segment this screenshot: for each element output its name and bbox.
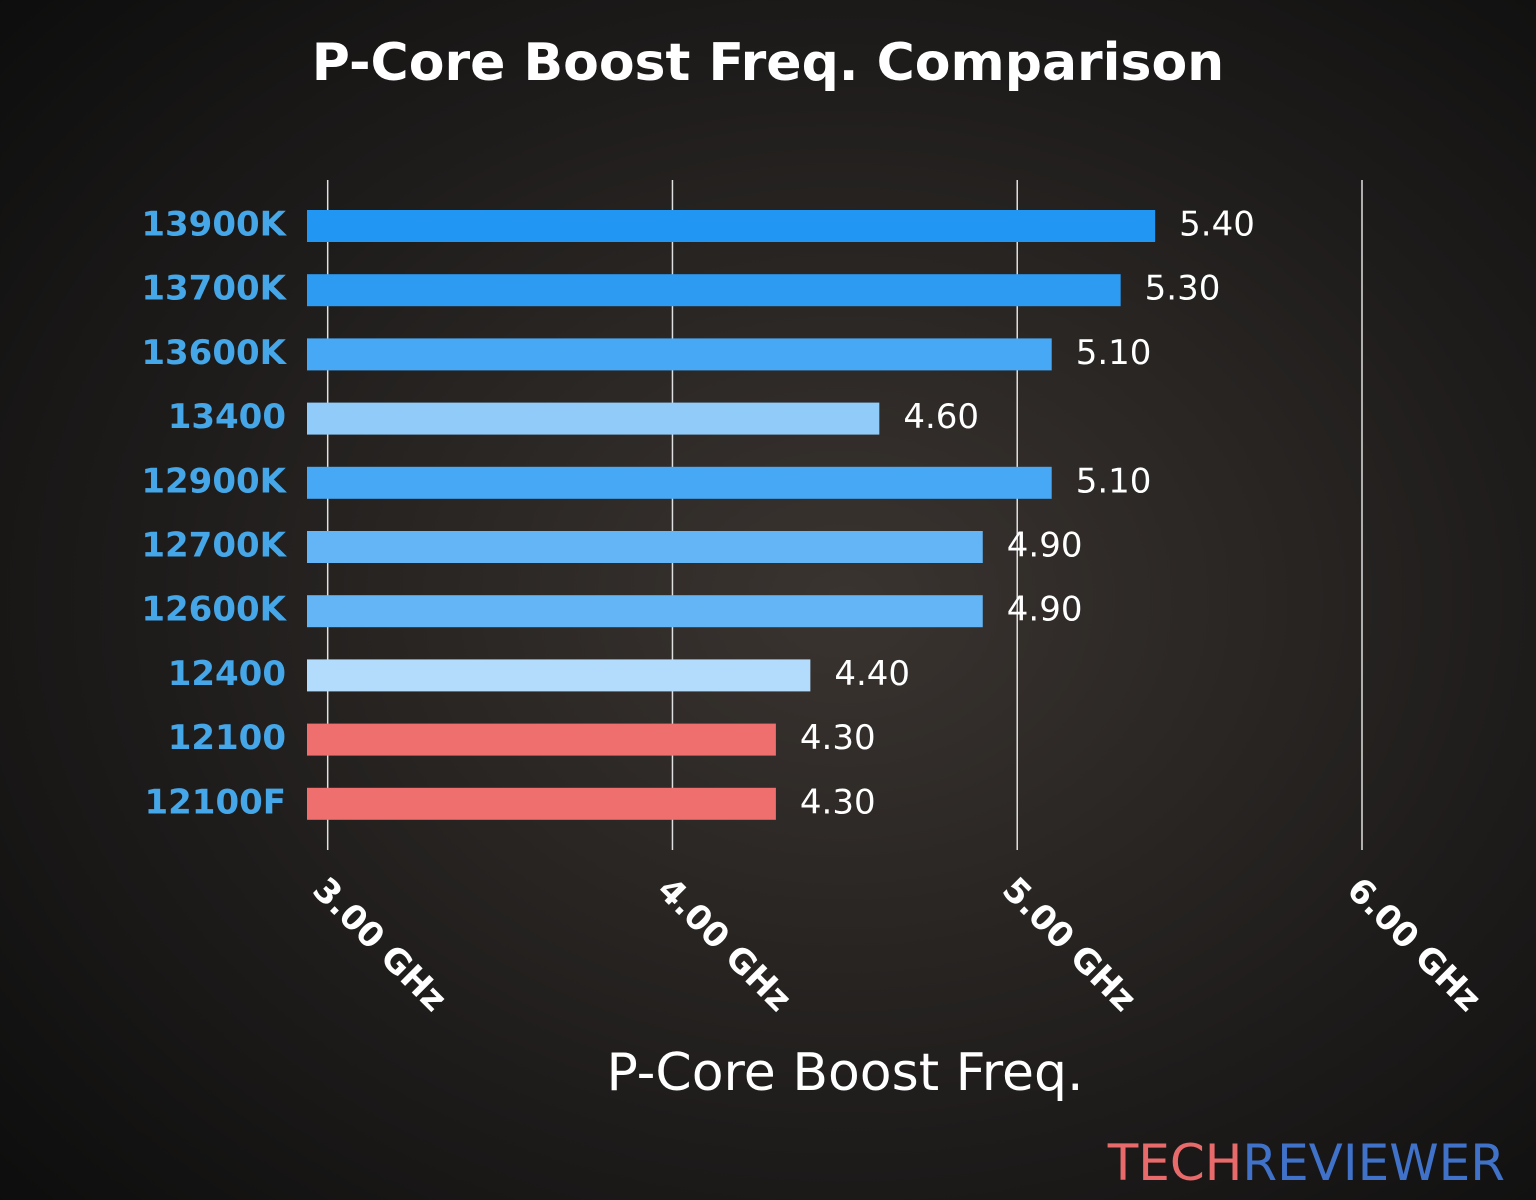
value-label: 5.30 — [1145, 269, 1221, 309]
bar — [307, 595, 983, 628]
bar — [307, 210, 1156, 242]
brand: TECHREVIEWER — [1107, 1134, 1505, 1192]
bar — [307, 723, 776, 756]
bar — [307, 402, 880, 435]
y-tick-label: 12600K — [141, 590, 287, 630]
chart-title: P-Core Boost Freq. Comparison — [312, 33, 1224, 93]
value-label: 5.10 — [1076, 333, 1152, 373]
y-tick-label: 13900K — [141, 205, 287, 245]
y-tick-label: 13600K — [141, 333, 287, 373]
bar — [307, 787, 776, 820]
bar — [307, 274, 1121, 307]
brand-part: REVIEWER — [1242, 1134, 1505, 1192]
value-label: 4.30 — [800, 782, 876, 822]
value-label: 5.10 — [1076, 461, 1152, 501]
bar — [307, 338, 1052, 371]
y-tick-label: 12400 — [168, 654, 286, 694]
x-axis-label: P-Core Boost Freq. — [606, 1043, 1083, 1103]
bar — [307, 659, 811, 692]
bar — [307, 466, 1052, 499]
value-label: 4.90 — [1007, 526, 1083, 566]
y-tick-label: 12100F — [144, 782, 286, 822]
value-label: 5.40 — [1179, 205, 1255, 245]
y-tick-label: 13400 — [168, 397, 286, 437]
value-label: 4.90 — [1007, 590, 1083, 630]
y-tick-label: 12700K — [141, 526, 287, 566]
brand-part: TECH — [1107, 1134, 1243, 1192]
value-label: 4.30 — [800, 718, 876, 758]
value-label: 4.40 — [834, 654, 910, 694]
y-tick-label: 13700K — [141, 269, 287, 309]
y-tick-label: 12100 — [168, 718, 286, 758]
value-label: 4.60 — [903, 397, 979, 437]
y-tick-label: 12900K — [141, 461, 287, 501]
bar — [307, 531, 983, 563]
